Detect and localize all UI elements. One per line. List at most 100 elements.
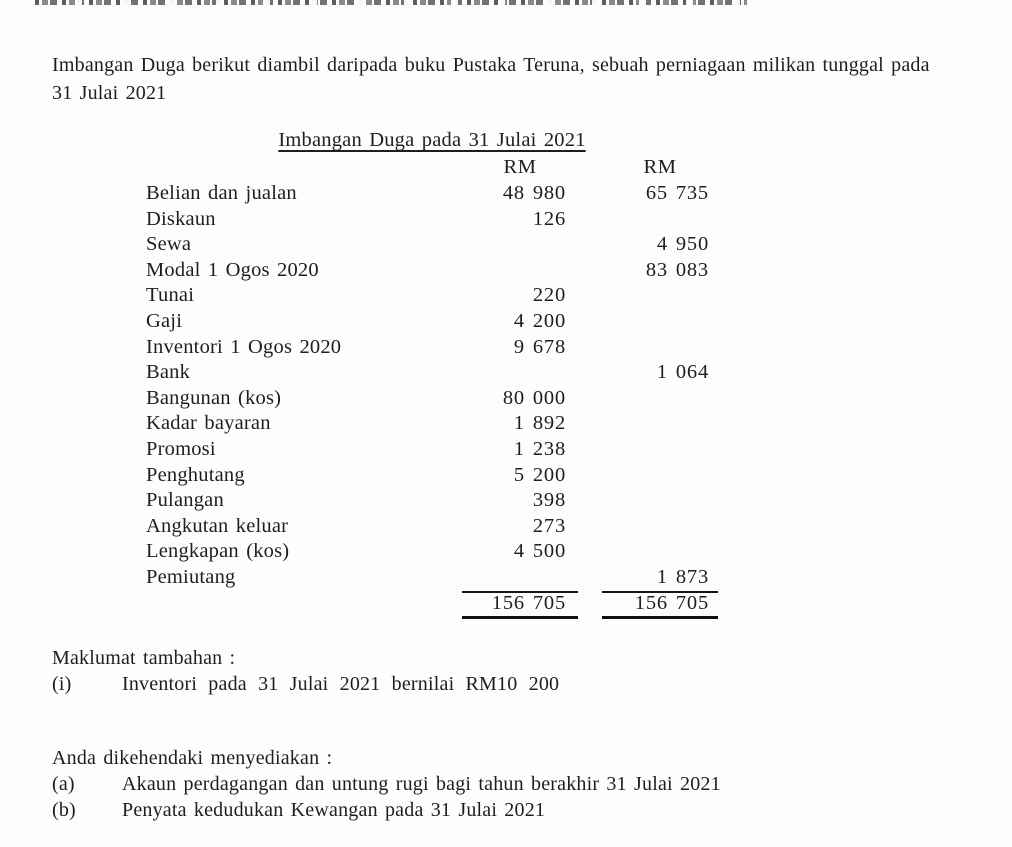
table-row: Pulangan 398 (146, 488, 718, 514)
credit-amount (602, 309, 718, 335)
debit-amount: 5 200 (513, 463, 566, 486)
account-label: Angkutan keluar (146, 514, 289, 537)
trial-balance-grid: RM RM Belian dan jualan 48 980 65 735 Di… (146, 155, 718, 620)
credit-amount (602, 386, 718, 412)
debit-amount: 80 000 (502, 386, 566, 409)
trial-balance-table: Imbangan Duga pada 31 Julai 2021 RM RM B… (146, 127, 718, 620)
table-row: Modal 1 Ogos 2020 83 083 (146, 258, 718, 284)
table-row: Sewa 4 950 (146, 232, 718, 258)
table-row: Gaji 4 200 (146, 309, 718, 335)
debit-amount: 398 (532, 489, 566, 512)
intro-line-1: Imbangan Duga berikut diambil daripada b… (52, 54, 930, 76)
table-row: Tunai 220 (146, 283, 718, 309)
debit-amount: 220 (532, 284, 566, 307)
debit-total: 156 705 (462, 591, 578, 620)
account-label: Pemiutang (146, 565, 236, 588)
table-row: Diskaun 126 (146, 207, 718, 233)
item-text: Akaun perdagangan dan untung rugi bagi t… (122, 773, 721, 795)
intro-line-2: 31 Julai 2021 (52, 82, 167, 104)
credit-amount (602, 463, 718, 489)
table-row: Penghutang 5 200 (146, 463, 718, 489)
account-label: Sewa (146, 233, 192, 256)
debit-amount: 48 980 (502, 182, 566, 204)
column-gap (578, 283, 602, 309)
account-label: Kadar bayaran (146, 412, 271, 435)
credit-amount: 83 083 (645, 258, 709, 281)
column-gap (578, 207, 602, 233)
account-label: Penghutang (146, 463, 245, 486)
table-row: Lengkapan (kos) 4 500 (146, 539, 718, 565)
credit-amount (602, 335, 718, 361)
debit-amount (462, 258, 578, 284)
credit-amount: 65 735 (645, 182, 709, 204)
credit-amount: 1 873 (602, 565, 718, 593)
column-gap (578, 488, 602, 514)
table-row: Bangunan (kos) 80 000 (146, 386, 718, 412)
account-label: Belian dan jualan (146, 182, 297, 204)
credit-amount (602, 411, 718, 437)
item-marker: (a) (52, 773, 75, 795)
item-marker: (i) (52, 673, 72, 695)
item-text: Inventori pada 31 Julai 2021 bernilai RM… (122, 673, 560, 695)
account-label: Modal 1 Ogos 2020 (146, 258, 319, 281)
debit-amount: 4 500 (513, 540, 566, 563)
column-gap (578, 463, 602, 489)
credit-total: 156 705 (602, 591, 718, 620)
account-label: Lengkapan (kos) (146, 540, 290, 563)
debit-amount: 1 892 (513, 412, 566, 435)
debit-amount (462, 360, 578, 386)
account-label: Gaji (146, 309, 183, 332)
credit-amount (602, 539, 718, 565)
account-label: Bank (146, 361, 191, 384)
column-gap (578, 514, 602, 540)
credit-amount (602, 207, 718, 233)
account-label: Promosi (146, 437, 216, 460)
credit-amount: 4 950 (656, 233, 709, 256)
task-item-a: (a) Akaun perdagangan dan untung rugi ba… (52, 771, 721, 798)
column-gap (578, 258, 602, 284)
debit-amount (462, 565, 578, 593)
redacted-text-strip (35, 0, 747, 5)
task-item-b: (b) Penyata kedudukan Kewangan pada 31 J… (52, 797, 545, 824)
column-gap (578, 335, 602, 361)
column-gap (578, 360, 602, 386)
account-label: Pulangan (146, 489, 224, 512)
table-row: Promosi 1 238 (146, 437, 718, 463)
debit-amount: 273 (532, 514, 566, 537)
credit-amount (602, 437, 718, 463)
column-gap (578, 232, 602, 258)
intro-paragraph: Imbangan Duga berikut diambil daripada b… (52, 51, 1002, 107)
column-gap (578, 591, 602, 620)
totals-row: 156 705 156 705 (146, 591, 718, 620)
additional-info-heading: Maklumat tambahan : (52, 647, 236, 669)
table-row: Kadar bayaran 1 892 (146, 411, 718, 437)
item-text: Penyata kedudukan Kewangan pada 31 Julai… (122, 799, 546, 821)
totals-label-spacer (146, 591, 462, 620)
credit-amount (602, 283, 718, 309)
table-header-row: RM RM (146, 155, 718, 181)
account-label: Bangunan (kos) (146, 386, 282, 409)
column-gap (578, 155, 602, 181)
account-label: Inventori 1 Ogos 2020 (146, 335, 342, 358)
table-row: Belian dan jualan 48 980 65 735 (146, 181, 718, 207)
additional-info-item: (i) Inventori pada 31 Julai 2021 bernila… (52, 671, 559, 698)
debit-column-header: RM (503, 156, 537, 178)
table-row: Inventori 1 Ogos 2020 9 678 (146, 335, 718, 361)
table-row-pemiutang: Pemiutang 1 873 (146, 565, 718, 593)
credit-amount (602, 488, 718, 514)
tasks-heading: Anda dikehendaki menyediakan : (52, 747, 333, 769)
debit-amount: 9 678 (513, 335, 566, 358)
header-label-spacer (146, 155, 462, 181)
table-row: Bank 1 064 (146, 360, 718, 386)
trial-balance-title: Imbangan Duga pada 31 Julai 2021 (278, 129, 586, 151)
account-label: Diskaun (146, 207, 216, 230)
credit-amount (602, 514, 718, 540)
account-label: Tunai (146, 284, 195, 307)
debit-amount: 4 200 (513, 309, 566, 332)
credit-column-header: RM (643, 156, 677, 178)
credit-amount: 1 064 (656, 361, 709, 384)
column-gap (578, 437, 602, 463)
column-gap (578, 565, 602, 593)
debit-amount: 126 (532, 207, 566, 230)
